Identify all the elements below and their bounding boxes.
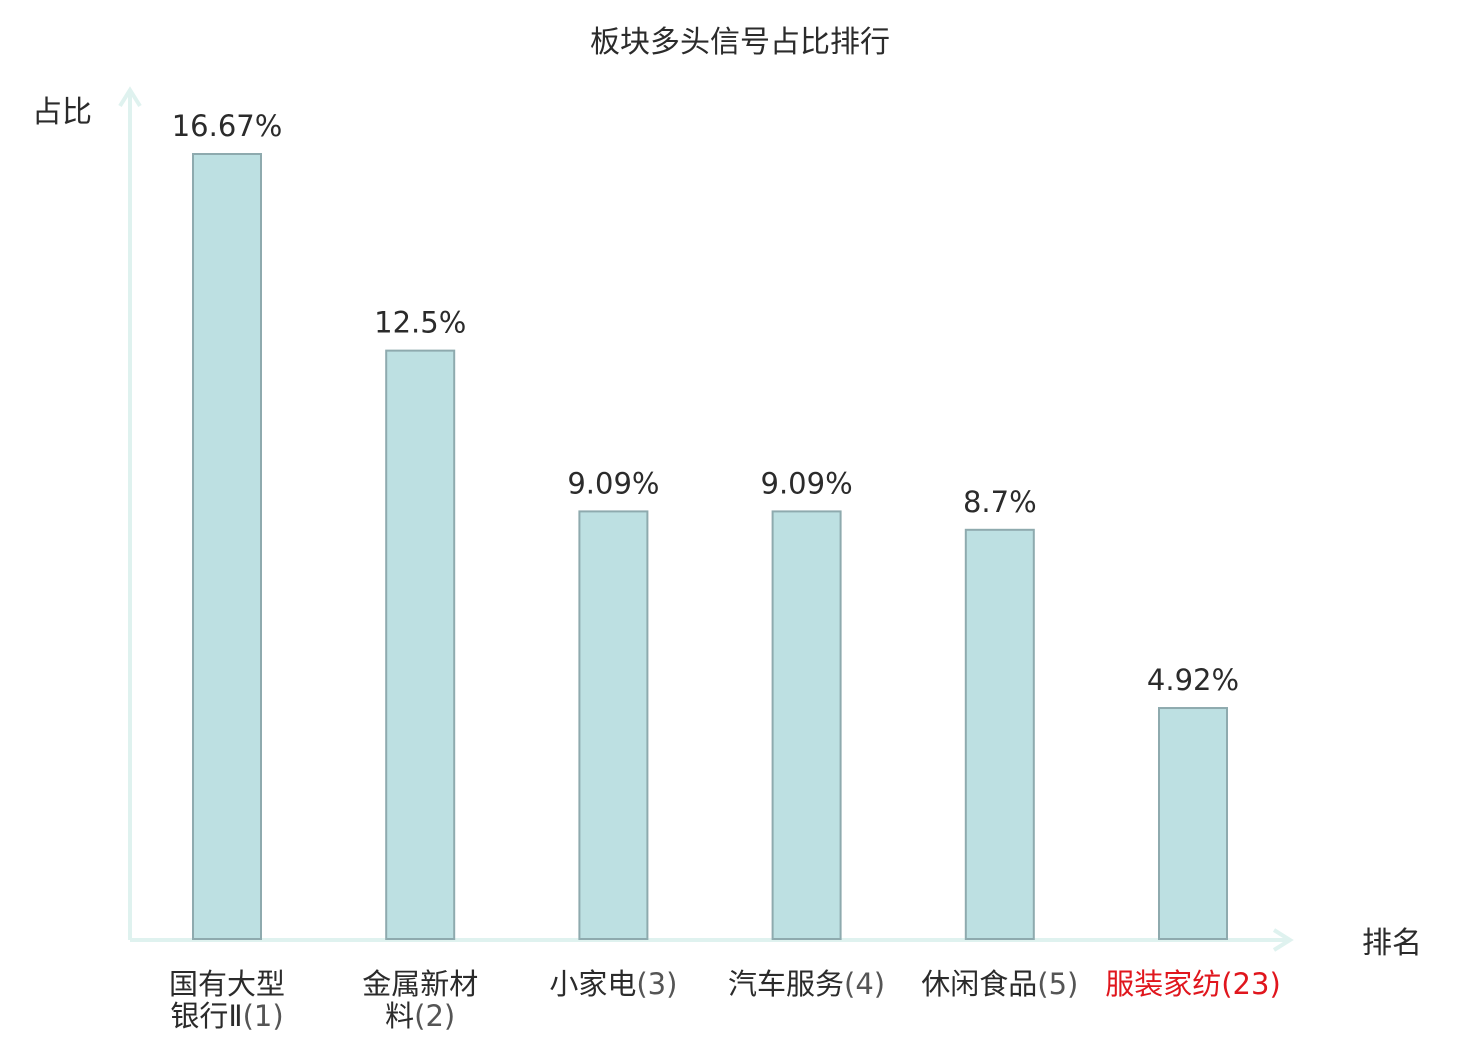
y-axis-label: 占比 [32,95,92,130]
y-axis-arrow [118,86,142,108]
data-label: 12.5% [374,306,466,340]
data-label: 9.09% [761,466,853,500]
value-labels-group: 16.67% 12.5% 9.09% 9.09% 8.7% 4.92% [172,109,1239,697]
x-axis-label: 排名 [1362,926,1422,961]
tick-label: 汽车服务(4) [728,967,885,1001]
tick-label: 服装家纺(23) [1105,967,1281,1001]
data-label: 8.7% [963,485,1037,519]
tick-label: 金属新材 [362,967,478,1001]
data-label: 9.09% [567,466,659,500]
chart-title: 板块多头信号占比排行 [590,25,890,60]
tick-label: 国有大型 [169,967,285,1001]
tick-label: 银行Ⅱ(1) [170,999,283,1033]
data-label: 4.92% [1147,663,1239,697]
x-axis-arrow [1272,928,1294,952]
axes [118,86,1294,952]
tick-label: 料(2) [385,999,455,1033]
bars-group [192,153,1228,940]
bar [192,153,262,940]
tick-label: 小家电(3) [549,967,677,1001]
bar [385,349,456,940]
bar [771,510,842,940]
bar [1158,707,1228,940]
data-label: 16.67% [172,109,283,143]
tick-label: 休闲食品(5) [921,967,1078,1001]
bar [964,528,1035,940]
bar [578,510,649,940]
